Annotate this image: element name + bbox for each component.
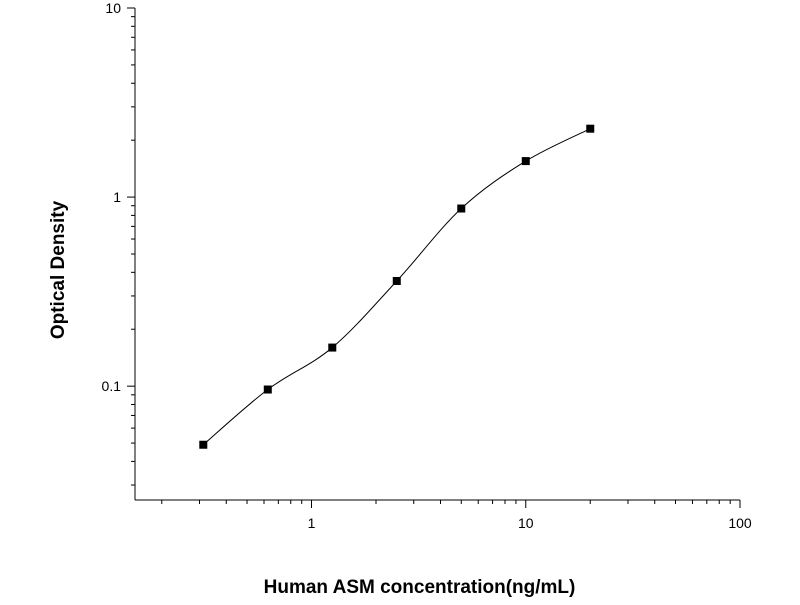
- ticks: 1 10 100 0.1 1 10: [102, 0, 752, 531]
- y-axis-title: Optical Density: [48, 200, 69, 339]
- data-point: [521, 157, 530, 166]
- y-tick-label: 1: [113, 189, 121, 205]
- fit-curve: [202, 128, 591, 446]
- x-tick-label: 10: [518, 515, 534, 531]
- data-point: [328, 343, 337, 352]
- data-point: [586, 124, 595, 133]
- data-point: [457, 204, 466, 213]
- x-tick-label: 100: [728, 515, 752, 531]
- y-tick-label: 10: [105, 0, 121, 16]
- axes: [134, 8, 740, 501]
- data-point: [392, 276, 401, 285]
- x-tick-label: 1: [308, 515, 316, 531]
- y-tick-label: 0.1: [102, 378, 122, 394]
- data-point: [199, 440, 208, 449]
- data-point: [263, 385, 272, 394]
- x-axis-title: Human ASM concentration(ng/mL): [264, 577, 576, 598]
- data-points: [199, 124, 595, 449]
